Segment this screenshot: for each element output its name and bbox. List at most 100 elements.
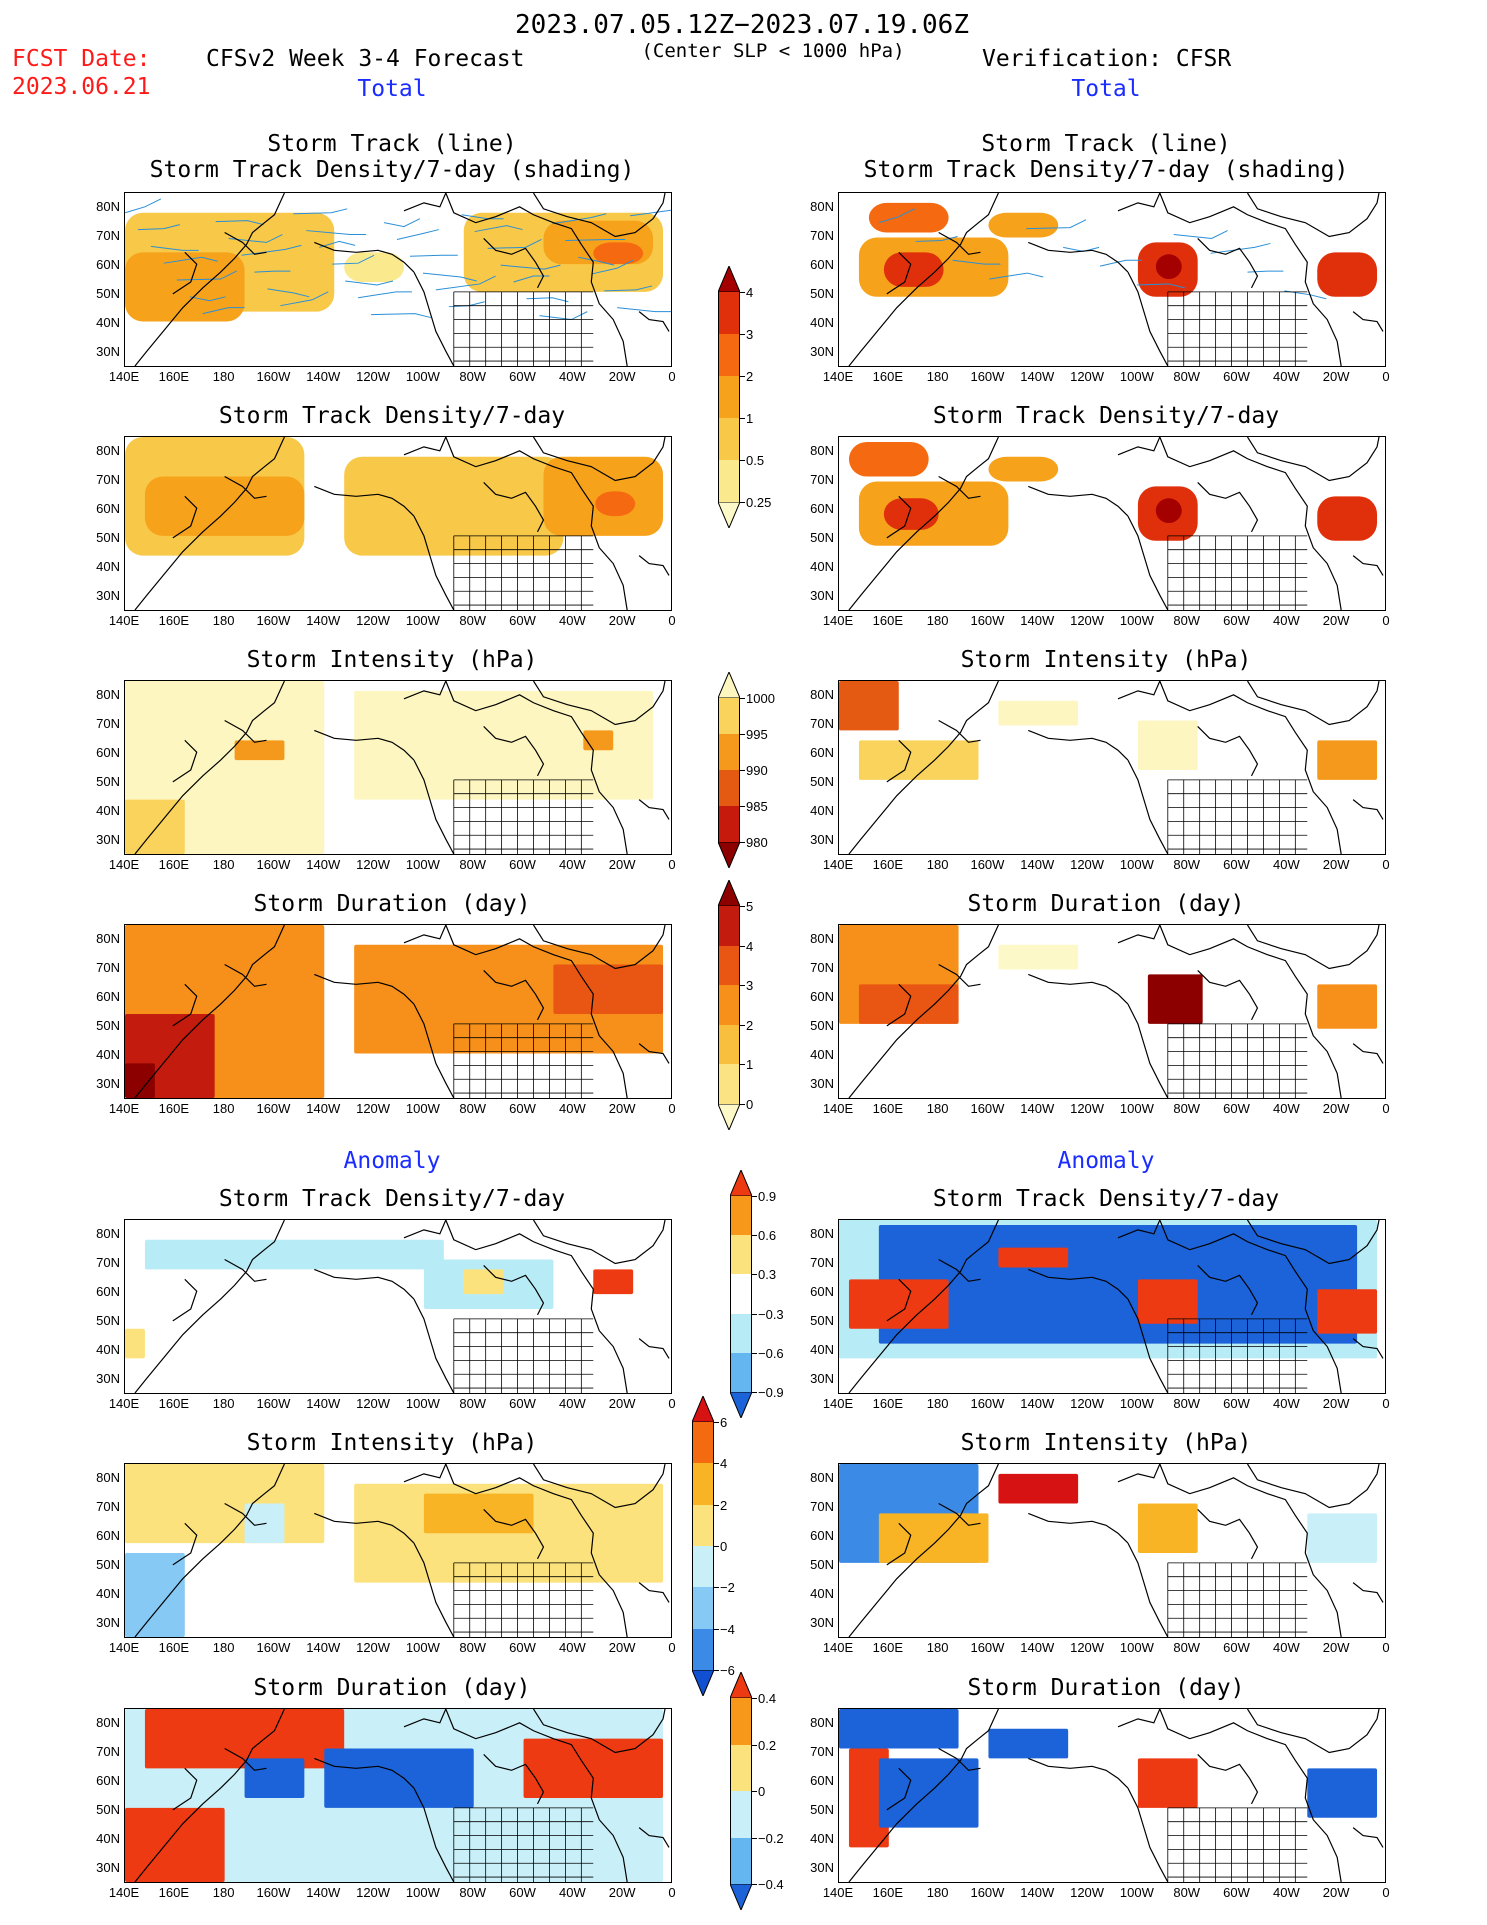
lon-tick-label: 160E xyxy=(158,1885,189,1900)
lat-tick-label: 70N xyxy=(810,1499,834,1514)
lon-tick-label: 100W xyxy=(1119,1640,1154,1655)
colorbar-tick xyxy=(740,334,745,335)
colorbar-label: −0.3 xyxy=(758,1306,784,1322)
lon-tick-label: 160E xyxy=(872,1101,903,1116)
shaded-region xyxy=(1137,720,1198,770)
map-density-right xyxy=(838,436,1386,611)
storm-track-line xyxy=(1210,242,1271,254)
lat-tick-label: 80N xyxy=(810,199,834,214)
lat-tick-label: 60N xyxy=(96,257,120,272)
lon-tick-label: 60W xyxy=(509,369,536,384)
map-anom-density-left-canvas xyxy=(125,1220,670,1393)
colorbar-tick xyxy=(740,842,745,843)
colorbar-tick xyxy=(740,502,745,503)
shaded-region xyxy=(848,1279,949,1329)
storm-track-line xyxy=(1099,259,1142,267)
lon-tick-label: 0 xyxy=(1382,1885,1390,1900)
storm-track-line xyxy=(989,272,1044,280)
lat-tick-label: 50N xyxy=(810,1313,834,1328)
lon-tick-label: 80W xyxy=(1173,369,1201,384)
lon-tick-label: 180 xyxy=(926,1101,949,1116)
lat-tick-label: 50N xyxy=(96,1802,120,1817)
lat-tick-label: 70N xyxy=(810,1255,834,1270)
section-total-right: Total xyxy=(1071,76,1141,102)
lat-tick-label: 30N xyxy=(96,832,120,847)
lat-tick-label: 40N xyxy=(810,803,834,818)
lon-tick-label: 100W xyxy=(1119,1396,1154,1411)
lon-tick-label: 40W xyxy=(1272,1101,1300,1116)
lon-tick-label: 80W xyxy=(1173,1396,1201,1411)
shaded-region xyxy=(593,1269,634,1295)
colorbar-segment xyxy=(730,1313,752,1353)
lon-tick-label: 160E xyxy=(872,1640,903,1655)
storm-track-line xyxy=(280,291,329,307)
storm-track-line xyxy=(915,236,958,242)
colorbar-label: −2 xyxy=(720,1580,735,1596)
lat-tick-label: 80N xyxy=(96,1470,120,1485)
colorbar-segment xyxy=(692,1546,714,1588)
colorbar-label: 985 xyxy=(746,799,768,814)
colorbar-label: 5 xyxy=(746,899,754,914)
colorbar-tick xyxy=(752,1352,757,1354)
shaded-region xyxy=(125,1807,225,1882)
colorbar-label: −0.4 xyxy=(758,1877,784,1892)
colorbar-tick xyxy=(714,1546,719,1547)
map-anom-duration-left-canvas xyxy=(125,1709,670,1882)
colorbar-label: 980 xyxy=(746,835,768,850)
lon-tick-label: 140E xyxy=(108,369,140,384)
shaded-region xyxy=(998,1247,1069,1268)
title-anom-density-left: Storm Track Density/7-day xyxy=(218,1186,566,1212)
shaded-region xyxy=(344,252,404,282)
lon-tick-label: 20W xyxy=(608,1885,636,1900)
storm-track-line xyxy=(1247,270,1284,273)
colorbar-tick xyxy=(740,1064,745,1066)
lon-tick-label: 0 xyxy=(668,857,676,872)
lon-tick-label: 160E xyxy=(158,1396,189,1411)
lat-tick-label: 30N xyxy=(96,1615,120,1630)
lon-tick-label: 160E xyxy=(872,1396,903,1411)
lat-tick-label: 70N xyxy=(810,960,834,975)
colorbar-tick xyxy=(740,1104,745,1105)
lat-tick-label: 70N xyxy=(96,1744,120,1759)
lon-tick-label: 120W xyxy=(356,1885,391,1900)
lat-tick-label: 40N xyxy=(810,315,834,330)
lon-tick-label: 40W xyxy=(1272,1396,1300,1411)
shaded-region xyxy=(858,740,979,780)
colorbar-tick xyxy=(740,1024,745,1026)
colorbar-segment xyxy=(692,1422,714,1464)
lat-tick-label: 60N xyxy=(810,501,834,516)
shaded-region xyxy=(144,1239,444,1270)
colorbar-segment xyxy=(730,1352,752,1392)
lon-tick-label: 100W xyxy=(1119,1885,1154,1900)
colorbar-top-arrow xyxy=(718,880,740,906)
storm-track-line xyxy=(241,244,302,256)
shaded-region xyxy=(988,1728,1069,1759)
lat-tick-label: 50N xyxy=(96,1313,120,1328)
lon-tick-label: 140E xyxy=(822,1640,854,1655)
lon-tick-label: 20W xyxy=(1322,857,1350,872)
colorbar-label: −6 xyxy=(720,1663,735,1678)
storm-track-line xyxy=(565,238,626,241)
storm-track-line xyxy=(878,208,915,224)
colorbar-label: 0.6 xyxy=(758,1228,777,1244)
lon-tick-label: 80W xyxy=(459,1885,487,1900)
storm-track-line xyxy=(254,270,291,273)
lon-tick-label: 180 xyxy=(212,1101,235,1116)
map-duration-left-canvas xyxy=(125,925,670,1098)
lon-tick-label: 140W xyxy=(306,1101,341,1116)
lon-tick-label: 60W xyxy=(509,1101,536,1116)
shaded-region xyxy=(125,799,185,854)
lat-tick-label: 40N xyxy=(810,1586,834,1601)
lon-tick-label: 100W xyxy=(405,369,440,384)
lon-tick-label: 160E xyxy=(158,369,189,384)
lat-tick-label: 80N xyxy=(96,931,120,946)
lon-tick-label: 40W xyxy=(558,1396,586,1411)
storm-track-line xyxy=(474,225,523,233)
lon-tick-label: 160W xyxy=(256,1640,291,1655)
lat-tick-label: 60N xyxy=(810,745,834,760)
map-anom-intensity-left xyxy=(124,1463,672,1638)
lon-tick-label: 0 xyxy=(668,1640,676,1655)
lon-tick-label: 120W xyxy=(356,1396,391,1411)
lon-tick-label: 20W xyxy=(1322,1101,1350,1116)
section-total-left: Total xyxy=(357,76,427,102)
